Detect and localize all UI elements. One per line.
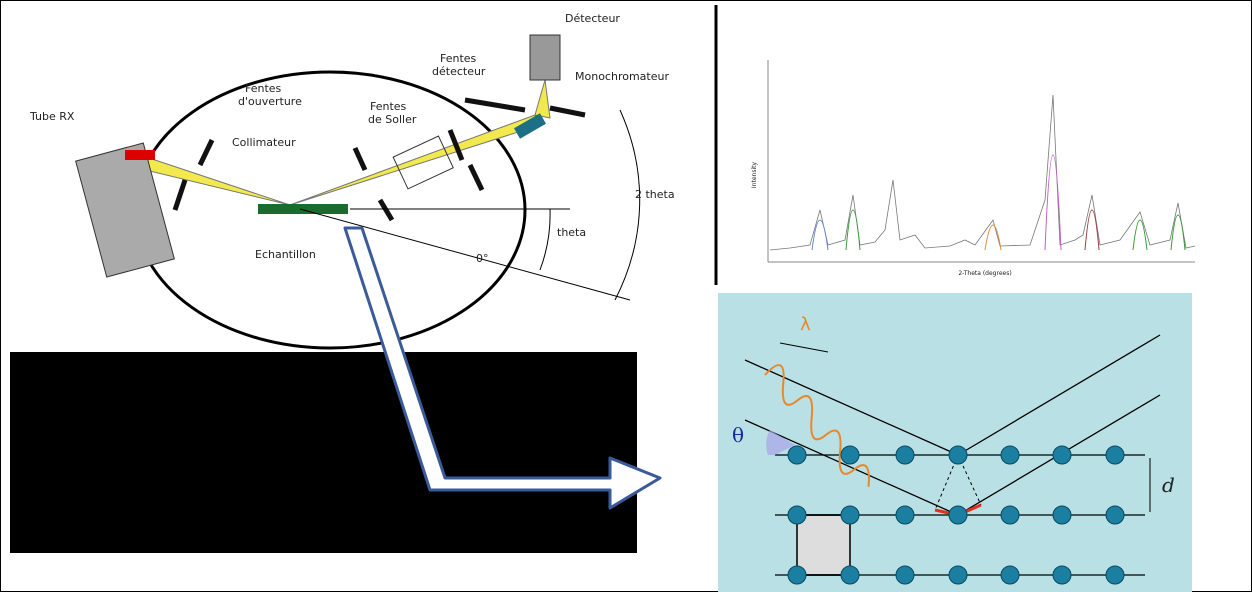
label: Fentes [245, 82, 282, 95]
label: Fentes [370, 100, 407, 113]
label: Fentes [440, 52, 477, 65]
label: 0° [476, 252, 489, 265]
page: Détecteur Fentes détecteur Monochromateu… [0, 0, 1252, 592]
label: d'ouverture [238, 95, 302, 108]
lambda: λ [800, 314, 811, 335]
theta-symbol: θ [732, 423, 744, 447]
label: Collimateur [232, 136, 296, 149]
bragg: λ θ d [718, 293, 1192, 592]
label: Echantillon [255, 248, 316, 261]
x-axis-label: 2-Theta (degrees) [958, 270, 1011, 277]
detector [530, 35, 560, 80]
label: de Soller [368, 113, 417, 126]
label: 2 theta [635, 188, 675, 201]
black-block [10, 352, 637, 553]
d-symbol: d [1162, 473, 1175, 497]
label: détecteur [432, 65, 486, 78]
label: Détecteur [565, 12, 620, 25]
label: Monochromateur [575, 70, 669, 83]
y-axis-label: Intensity [751, 161, 758, 188]
anode [125, 150, 155, 160]
unit-cell [797, 515, 850, 575]
sample [258, 204, 348, 214]
label: theta [557, 226, 586, 239]
label: Tube RX [29, 110, 75, 123]
